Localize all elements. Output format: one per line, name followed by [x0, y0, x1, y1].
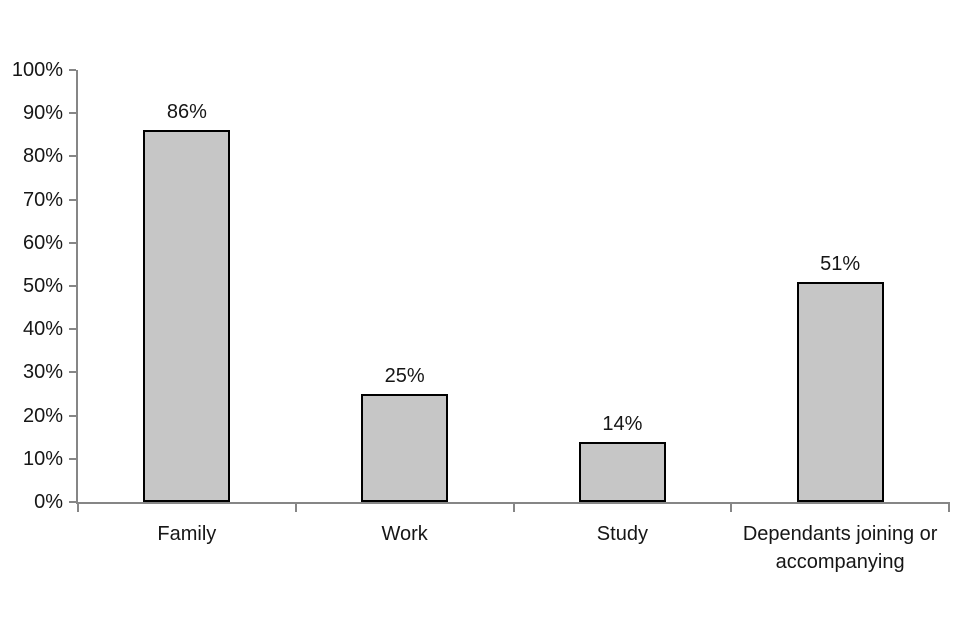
category-label: Work — [381, 523, 428, 545]
bar-value-label: 86% — [166, 101, 207, 124]
y-axis-tick — [69, 285, 76, 287]
y-axis-tick-label: 30% — [22, 361, 63, 384]
y-axis-tick-label: 40% — [22, 318, 63, 341]
x-axis-tick — [77, 504, 79, 512]
category-label: Dependants joining or accompanying — [742, 523, 938, 573]
y-axis-tick-label: 80% — [22, 145, 63, 168]
y-axis-tick-label: 70% — [22, 188, 63, 211]
bar-value-label: 51% — [820, 252, 861, 275]
x-axis-tick — [948, 504, 950, 512]
bar-family — [143, 130, 231, 502]
y-axis-tick-label: 100% — [11, 59, 63, 81]
y-axis-tick — [69, 198, 76, 201]
y-axis-tick — [69, 457, 76, 460]
y-axis-line — [76, 70, 78, 504]
y-axis-tick — [69, 241, 76, 244]
y-axis-tick — [69, 501, 76, 503]
category-label: Family — [157, 523, 217, 545]
y-axis-tick — [69, 112, 76, 115]
bar-work — [361, 394, 449, 502]
x-axis-line — [76, 502, 950, 504]
y-axis-tick-label: 0% — [34, 491, 63, 513]
y-axis-tick — [69, 371, 76, 374]
x-axis-tick — [294, 504, 297, 512]
bar-study — [578, 441, 666, 502]
category-label: Study — [596, 523, 648, 545]
y-axis-tick — [69, 155, 76, 158]
y-axis-tick-label: 50% — [22, 275, 63, 297]
y-axis-tick-label: 10% — [22, 447, 63, 470]
x-axis-tick — [730, 504, 733, 512]
x-axis-tick — [512, 504, 515, 512]
y-axis-tick-label: 90% — [22, 102, 63, 125]
y-axis-tick — [69, 414, 76, 417]
y-axis-tick-label: 20% — [22, 404, 63, 427]
bar-value-label: 14% — [602, 412, 643, 435]
bar-dependants-joining-or-accompanying — [796, 281, 884, 502]
y-axis-tick — [69, 69, 76, 71]
y-axis-tick-label: 60% — [22, 231, 63, 254]
bar-value-label: 25% — [384, 365, 425, 387]
y-axis-tick — [69, 328, 76, 331]
